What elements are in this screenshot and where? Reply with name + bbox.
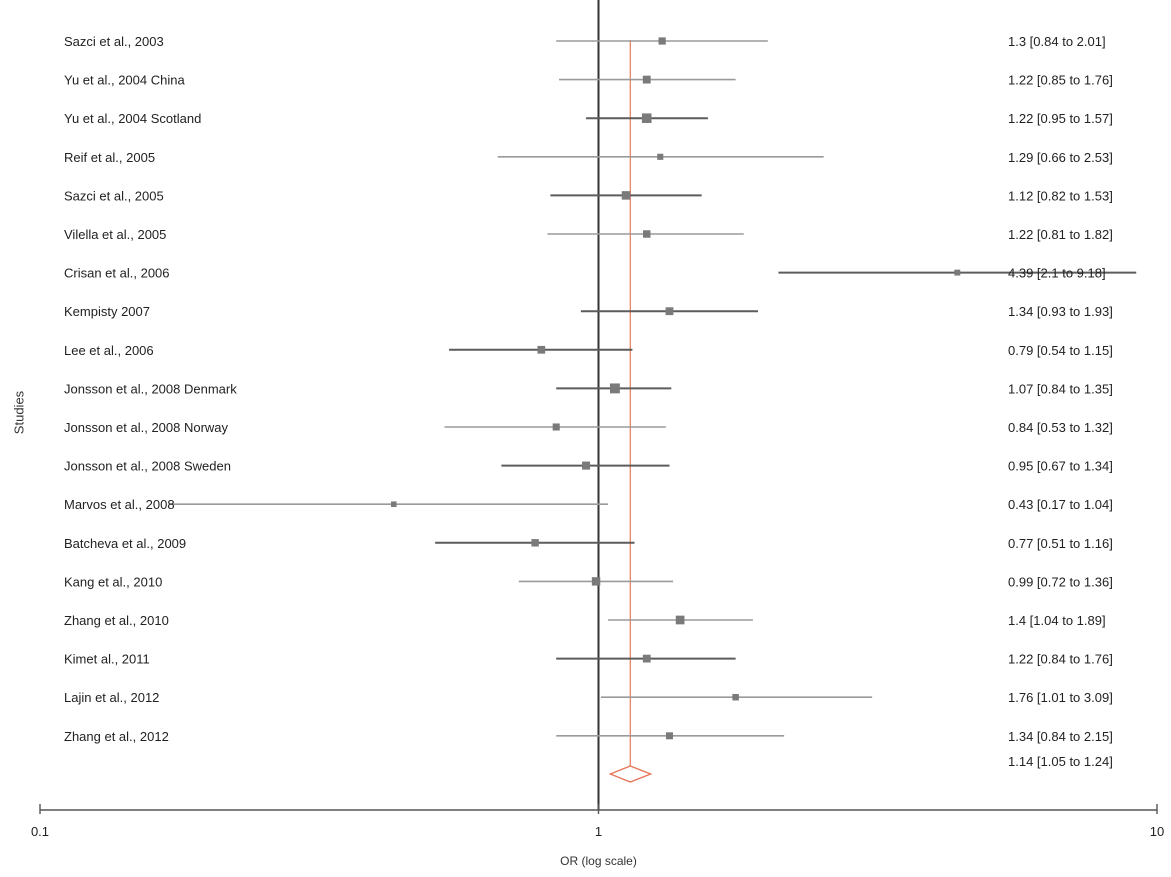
study-label: Zhang et al., 2012 [64,729,169,744]
study-label: Sazci et al., 2003 [64,34,164,49]
y-axis-label: Studies [11,390,27,435]
point-estimate-marker [732,693,739,701]
study-result: 1.76 [1.01 to 3.09] [1008,690,1113,705]
point-estimate-marker [665,307,674,316]
point-estimate-marker [582,461,591,470]
study-label: Marvos et al., 2008 [64,497,175,512]
study-result: 1.4 [1.04 to 1.89] [1008,613,1106,628]
study-label: Batcheva et al., 2009 [64,536,186,551]
point-estimate-marker [609,383,620,394]
point-estimate-marker [642,75,651,84]
point-estimate-marker [665,732,673,740]
point-estimate-marker [658,37,666,45]
study-label: Yu et al., 2004 China [64,73,185,88]
study-result: 1.34 [0.84 to 2.15] [1008,729,1113,744]
study-result: 0.79 [0.54 to 1.15] [1008,343,1113,358]
point-estimate-marker [675,615,685,625]
study-label: Yu et al., 2004 Scotland [64,111,201,126]
study-result: 1.22 [0.95 to 1.57] [1008,111,1113,126]
study-label: Zhang et al., 2010 [64,613,169,628]
study-result: 0.99 [0.72 to 1.36] [1008,574,1113,589]
pooled-result: 1.14 [1.05 to 1.24] [1008,754,1113,769]
study-result: 1.22 [0.84 to 1.76] [1008,652,1113,667]
point-estimate-marker [552,423,560,431]
study-label: Jonsson et al., 2008 Denmark [64,381,237,396]
study-result: 0.43 [0.17 to 1.04] [1008,497,1113,512]
study-label: Lee et al., 2006 [64,343,154,358]
point-estimate-marker [643,230,651,238]
study-label: Sazci et al., 2005 [64,188,164,203]
point-estimate-marker [537,345,546,354]
point-estimate-marker [954,269,961,276]
study-result: 0.77 [0.51 to 1.16] [1008,536,1113,551]
study-result: 1.22 [0.85 to 1.76] [1008,73,1113,88]
point-estimate-marker [531,539,539,547]
study-label: Vilella et al., 2005 [64,227,166,242]
study-label: Reif et al., 2005 [64,150,155,165]
x-tick-label: 0.1 [31,824,49,839]
study-label: Kang et al., 2010 [64,574,162,589]
study-result: 1.34 [0.93 to 1.93] [1008,304,1113,319]
pooled-diamond [608,765,653,783]
point-estimate-marker [591,577,601,586]
point-estimate-marker [657,153,664,160]
point-estimate-marker [621,191,631,200]
study-label: Jonsson et al., 2008 Sweden [64,459,231,474]
study-result: 1.3 [0.84 to 2.01] [1008,34,1106,49]
study-label: Jonsson et al., 2008 Norway [64,420,229,435]
x-tick-label: 1 [595,824,602,839]
study-label: Kempisty 2007 [64,304,150,319]
study-result: 1.29 [0.66 to 2.53] [1008,150,1113,165]
study-result: 1.22 [0.81 to 1.82] [1008,227,1113,242]
point-estimate-marker [642,654,651,663]
x-axis-label: OR (log scale) [560,854,637,868]
study-label: Kimet al., 2011 [64,652,150,667]
study-label: Crisan et al., 2006 [64,266,170,281]
study-result: 0.95 [0.67 to 1.34] [1008,459,1113,474]
study-result: 1.12 [0.82 to 1.53] [1008,188,1113,203]
study-result: 1.07 [0.84 to 1.35] [1008,381,1113,396]
study-result: 0.84 [0.53 to 1.32] [1008,420,1113,435]
point-estimate-marker [641,113,652,123]
study-label: Lajin et al., 2012 [64,690,159,705]
study-result: 4.39 [2.1 to 9.18] [1008,266,1106,281]
x-tick-label: 10 [1150,824,1164,839]
point-estimate-marker [391,501,397,507]
